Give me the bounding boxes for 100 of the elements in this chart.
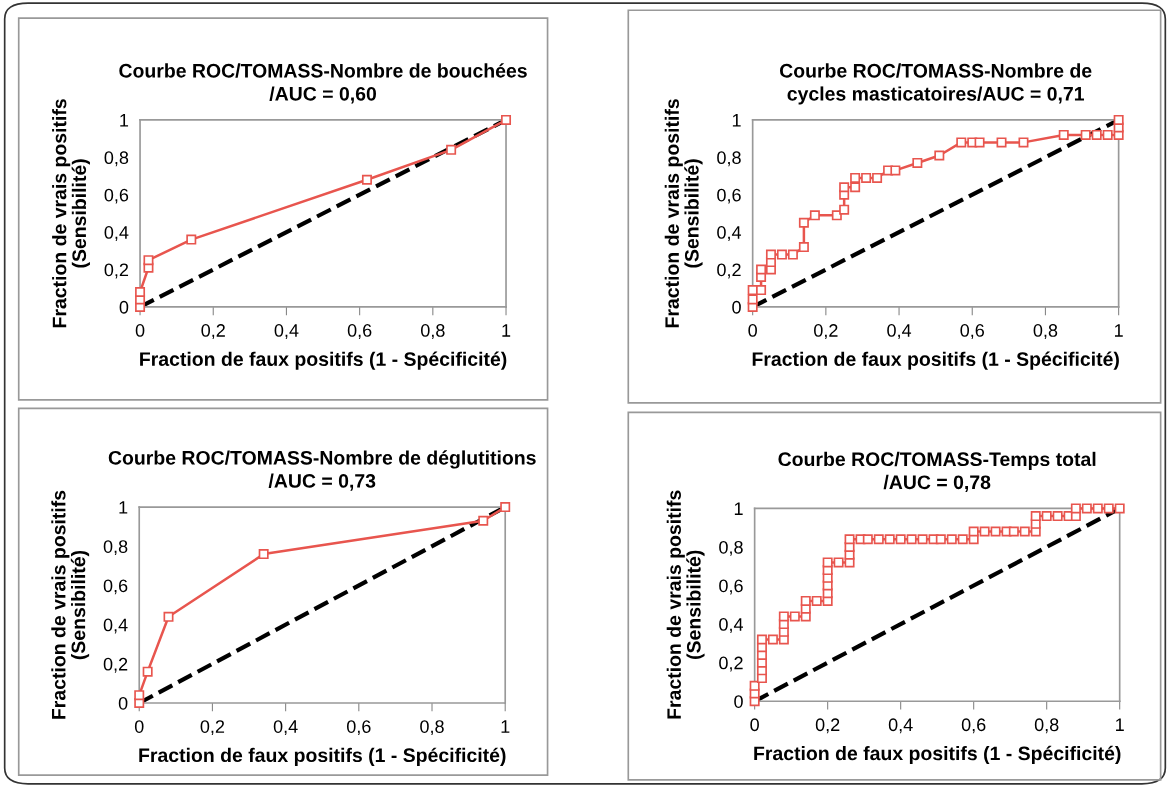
y-tick-label: 0: [118, 696, 128, 710]
point: [872, 172, 883, 183]
x-tick-label: 0,2: [200, 720, 225, 736]
x-tick-label: 0,4: [887, 324, 912, 339]
point: [756, 285, 767, 296]
x-axis-title: Fraction de faux positifs (1 - Spécificité): [140, 351, 507, 370]
point: [1052, 511, 1063, 522]
y-tick-label: 0: [734, 695, 743, 708]
x-tick-label: 1: [1114, 324, 1123, 337]
point: [500, 502, 511, 513]
point: [1070, 503, 1081, 514]
point: [934, 150, 945, 161]
y-tick-label: 0: [732, 300, 741, 314]
point: [1091, 129, 1102, 140]
x-tick-label: 0,4: [888, 718, 913, 734]
x-axis-title: Fraction de faux positifs (1 - Spécificité): [139, 747, 506, 766]
x-tick-label: 0,2: [814, 324, 838, 339]
point: [1114, 503, 1125, 514]
point: [798, 217, 809, 228]
x-tick-label: 1: [502, 324, 511, 337]
y-tick-label: 0,2: [719, 656, 743, 672]
y-tick-label: 0,4: [104, 226, 129, 241]
point: [895, 534, 906, 545]
point: [1092, 503, 1103, 514]
y-tick-label: 0,8: [717, 151, 741, 167]
y-tick-label: 0,4: [103, 618, 128, 634]
point: [501, 114, 512, 125]
y-axis-title: Fraction de vrais positifs (Sensibilité): [52, 99, 90, 328]
point: [142, 666, 153, 677]
point: [800, 595, 811, 606]
point: [478, 515, 489, 526]
point: [839, 182, 850, 193]
y-axis-title: Fraction de vrais positifs (Sensibilité): [51, 490, 90, 719]
point: [1030, 511, 1041, 522]
point: [1058, 129, 1069, 140]
x-tick-label: 0,8: [1034, 718, 1059, 734]
point: [990, 526, 1001, 537]
point: [1102, 129, 1113, 140]
point: [844, 534, 855, 545]
point: [956, 137, 967, 148]
point: [756, 634, 767, 645]
x-axis-title: Fraction de faux positifs (1 - Spécificité): [754, 745, 1121, 765]
x-tick-label: 0,8: [420, 324, 445, 339]
point: [749, 680, 760, 691]
y-tick-label: 0,6: [103, 579, 128, 595]
y-tick-label: 0: [119, 300, 129, 314]
point: [798, 242, 809, 253]
point: [134, 690, 145, 701]
point: [1041, 511, 1052, 522]
y-tick-label: 1: [734, 502, 743, 515]
x-axis-title: Fraction de faux positifs (1 - Spécificité): [752, 351, 1119, 370]
y-tick-label: 0,2: [104, 263, 129, 279]
y-tick-label: 0,2: [717, 263, 741, 279]
point: [862, 534, 873, 545]
point: [850, 172, 861, 183]
x-tick-label: 1: [1116, 718, 1124, 731]
point: [917, 534, 928, 545]
point: [1103, 503, 1114, 514]
point: [979, 526, 990, 537]
y-tick-label: 0,4: [717, 226, 742, 241]
y-tick-label: 0,6: [717, 188, 741, 204]
x-tick-label: 0: [750, 718, 759, 732]
y-axis-title: Fraction de vrais positifs (Sensibilité): [666, 490, 705, 719]
point: [789, 611, 800, 622]
point: [258, 549, 269, 560]
point: [776, 249, 787, 260]
point: [1008, 526, 1019, 537]
chart-title: Courbe ROC/TOMASS-Nombre de déglutitions /AUC = 0,73: [108, 450, 536, 491]
point: [822, 557, 833, 568]
point: [186, 234, 197, 245]
x-tick-label: 0,6: [346, 720, 371, 736]
point: [968, 526, 979, 537]
x-tick-label: 0,4: [274, 324, 299, 339]
point: [884, 534, 895, 545]
y-tick-label: 0,8: [719, 540, 743, 556]
chart-title: Courbe ROC/TOMASS-Nombre de cycles masticatoires/AUC = 0,71: [779, 63, 1092, 105]
point: [906, 534, 917, 545]
point: [135, 286, 146, 297]
x-tick-label: 0,6: [960, 324, 984, 339]
y-tick-label: 0,6: [719, 579, 743, 595]
x-tick-label: 0,4: [273, 720, 298, 736]
point: [946, 534, 957, 545]
y-tick-label: 0,8: [104, 151, 129, 167]
point: [850, 182, 861, 193]
point: [890, 165, 901, 176]
point: [1080, 129, 1091, 140]
chart-title: Courbe ROC/TOMASS-Nombre de bouchées /AUC = 0,60: [119, 63, 527, 104]
y-tick-label: 1: [119, 501, 128, 514]
point: [787, 249, 798, 260]
point: [974, 137, 985, 148]
point: [143, 255, 154, 266]
point: [756, 264, 767, 275]
point: [861, 172, 872, 183]
point: [957, 534, 968, 545]
point: [361, 174, 372, 185]
x-tick-label: 0: [135, 324, 145, 337]
point: [747, 294, 758, 305]
point: [809, 210, 820, 221]
x-tick-label: 0: [134, 720, 144, 733]
y-tick-label: 0,4: [719, 618, 744, 633]
